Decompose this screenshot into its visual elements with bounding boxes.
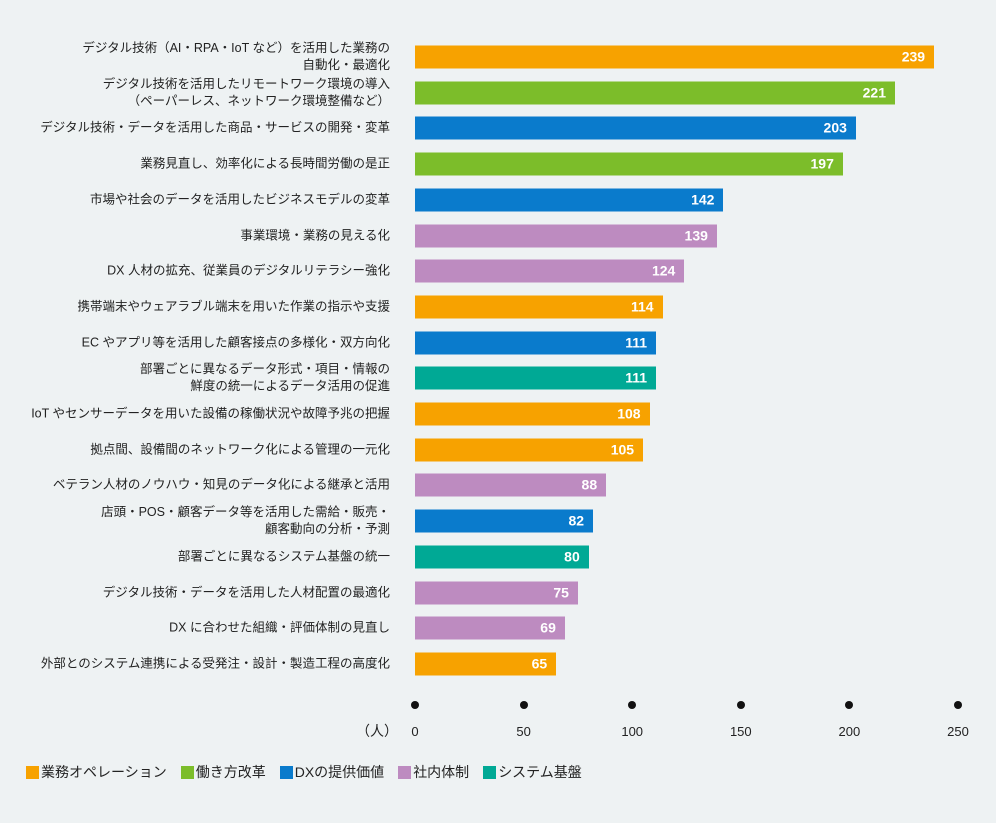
tick-mark [954,701,962,709]
x-axis-unit: （人） [356,723,398,739]
category-label: デジタル技術（AI・RPA・IoT など）を活用した業務の 自動化・最適化 [82,41,390,72]
bar-value-label: 105 [610,441,635,458]
bar-value-label: 114 [631,298,654,315]
bar: 124 [415,259,685,283]
tick-mark [845,701,854,709]
bar: 111 [415,331,657,355]
category-label: IoT やセンサーデータを用いた設備の稼働状況や故障予兆の把握 [31,406,390,421]
tick-mark [628,701,637,709]
bar: 82 [415,509,594,533]
legend-item: DXの提供価値 [279,762,385,782]
bar: 203 [415,116,856,140]
tick-label: 100 [621,724,644,739]
category-label: デジタル技術・データを活用した商品・サービスの開発・変革 [40,120,390,135]
bar: 111 [415,366,657,390]
bar-value-label: 111 [625,369,648,386]
bar-value-label: 82 [568,512,585,529]
legend-label: 業務オペレーション [41,764,167,780]
legend-label: システム基盤 [498,764,582,780]
category-label: 部署ごとに異なるデータ形式・項目・情報の 鮮度の統一によるデータ活用の促進 [139,362,390,394]
tick-mark [411,701,419,709]
legend-swatch [180,765,194,779]
legend-swatch [483,765,497,779]
legend-item: 社内体制 [398,762,469,782]
bar: 75 [415,581,578,604]
category-label: デジタル技術を活用したリモートワーク環境の導入 （ペーパーレス、ネットワーク環境… [102,76,390,108]
category-label: EC やアプリ等を活用した顧客接点の多様化・双方向化 [81,335,390,350]
bar-value-label: 221 [862,84,886,101]
category-label: 業務見直し、効率化による長時間労働の是正 [140,156,390,171]
bar-value-label: 239 [901,48,926,65]
category-label: 市場や社会のデータを活用したビジネスモデルの変革 [89,192,390,207]
bar: 139 [415,224,717,247]
bar-value-label: 139 [684,227,708,243]
legend-swatch [26,765,39,779]
bar: 80 [415,545,589,569]
tick-label: 200 [838,724,861,739]
bar-value-label: 142 [691,191,715,208]
legend-swatch [279,765,293,779]
bar: 105 [415,438,644,462]
bar-value-label: 65 [531,655,548,672]
tick-label: 150 [729,724,752,739]
tick-mark [519,701,528,709]
bar-value-label: 203 [823,119,847,136]
category-label: DX に合わせた組織・評価体制の見直し [169,620,390,635]
category-label: 部署ごとに異なるシステム基盤の統一 [177,549,390,564]
bar-value-label: 124 [651,262,676,279]
legend-label: 働き方改革 [195,764,266,780]
category-label: 携帯端末やウェアラブル端末を用いた作業の指示や支援 [77,299,390,314]
legend: 業務オペレーション 働き方改革 DXの提供価値 社内体制 システム基盤 [26,762,596,782]
tick-label: 50 [516,724,531,739]
bar-value-label: 80 [564,548,580,565]
tick-label: 250 [947,724,969,739]
legend-item: 働き方改革 [180,762,266,782]
legend-label: DXの提供価値 [294,764,385,780]
bar: 108 [415,402,650,426]
legend-label: 社内体制 [413,764,470,780]
bar: 65 [415,652,557,676]
category-label: ベテラン人材のノウハウ・知見のデータ化による継承と活用 [52,477,390,492]
bar: 221 [415,81,895,105]
bar-value-label: 108 [617,405,641,422]
category-label: デジタル技術・データを活用した人材配置の最適化 [102,585,390,599]
bar: 239 [415,45,935,69]
bar-value-label: 69 [540,619,556,636]
bar: 197 [415,152,843,176]
bar-value-label: 75 [553,584,569,600]
category-label: 店頭・POS・顧客データ等を活用した需給・販売・ 顧客動向の分析・予測 [101,505,390,537]
legend-item: 業務オペレーション [26,762,167,782]
tick-mark [736,701,745,709]
bar: 114 [415,295,663,319]
bar-value-label: 197 [810,155,834,172]
bar-value-label: 88 [581,476,598,493]
legend-item: システム基盤 [483,762,582,782]
category-label: 拠点間、設備間のネットワーク化による管理の一元化 [90,442,390,457]
category-label: 外部とのシステム連携による受発注・設計・製造工程の高度化 [40,656,390,671]
bar-value-label: 111 [625,334,648,351]
bar: 88 [415,473,607,497]
legend-swatch [398,765,412,779]
category-label: 事業環境・業務の見える化 [240,228,390,242]
bar: 69 [415,616,565,640]
tick-label: 0 [411,724,419,739]
category-label: DX 人材の拡充、従業員のデジタルリテラシー強化 [107,263,390,278]
bar: 142 [415,188,724,212]
